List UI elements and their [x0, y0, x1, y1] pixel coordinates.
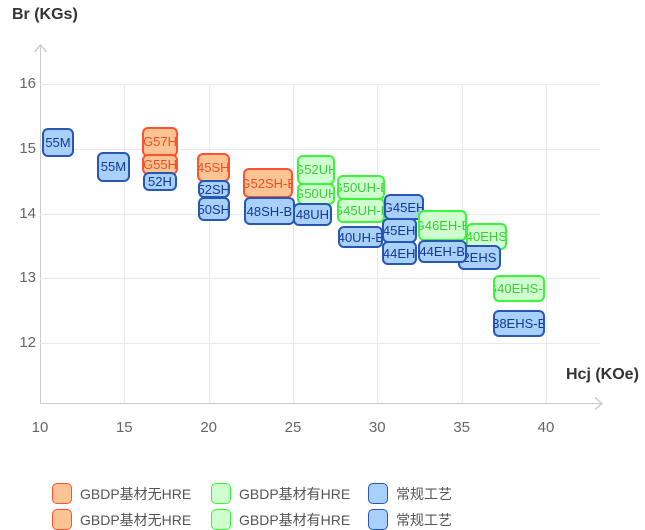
x-gridline — [293, 84, 294, 403]
legend-item-conventional[interactable]: 常规工艺 — [368, 509, 452, 530]
y-gridline — [40, 148, 600, 150]
grade-box-45sh[interactable]: 45SH — [196, 153, 230, 182]
grade-box-52h[interactable]: 52H — [143, 172, 177, 191]
grade-box-50sh[interactable]: 50SH — [197, 196, 230, 222]
grade-box-g50uh-b[interactable]: G50UH-B — [336, 174, 385, 200]
legend-swatch-icon — [368, 483, 388, 504]
x-tick-label: 40 — [537, 419, 555, 436]
x-tick-label: 10 — [31, 419, 49, 436]
grade-box-g52sh-b[interactable]: G52SH-B — [243, 168, 294, 199]
legend-item-label: GBDP基材无HRE — [80, 511, 192, 528]
y-tick-label: 12 — [19, 334, 36, 351]
grade-box-48sh-b[interactable]: 48SH-B — [243, 196, 295, 226]
grade-box-g45uh-b[interactable]: G45UH-B — [337, 198, 385, 224]
grade-box-40uh-b[interactable]: 40UH-B — [338, 225, 384, 249]
legend-swatch-icon — [368, 509, 388, 530]
legend-item-gbdp-no-hre[interactable]: GBDP基材无HRE — [52, 483, 191, 504]
y-tick-label: 13 — [19, 269, 36, 287]
legend-swatch-icon — [52, 509, 72, 530]
legend-item-label: 常规工艺 — [396, 511, 452, 528]
x-gridline — [208, 84, 210, 403]
legend-item-label: 常规工艺 — [396, 485, 452, 502]
grade-box-48uh[interactable]: 48UH — [293, 203, 332, 227]
grade-box-55m[interactable]: 55M — [96, 151, 131, 182]
legend-swatch-icon — [211, 509, 231, 530]
legend-item-label: GBDP基材有HRE — [239, 511, 351, 528]
y-tick-label: 15 — [19, 139, 36, 157]
x-gridline — [546, 84, 547, 403]
y-axis-title: Br (KGs) — [12, 6, 78, 23]
grade-box-55m[interactable]: 55M — [41, 128, 75, 157]
grade-box-52sh[interactable]: 52SH — [197, 180, 230, 199]
grade-box-g50uh[interactable]: G50UH — [296, 182, 335, 206]
axes — [33, 43, 604, 411]
legend-item-label: GBDP基材有HRE — [239, 485, 351, 502]
legend-item-gbdp-hre[interactable]: GBDP基材有HRE — [211, 483, 350, 504]
x-tick-label: 30 — [368, 419, 386, 436]
legend-item-gbdp-no-hre[interactable]: GBDP基材无HRE — [52, 509, 191, 530]
x-tick-label: 20 — [200, 419, 218, 436]
y-gridline — [40, 343, 600, 344]
x-gridline — [124, 84, 126, 403]
y-gridline — [40, 278, 600, 280]
x-axis-title: Hcj (KOe) — [566, 366, 639, 383]
grade-box-38ehs-b[interactable]: 38EHS-B — [493, 310, 545, 337]
x-tick-label: 25 — [284, 419, 302, 436]
x-tick-label: 35 — [453, 419, 471, 436]
grade-box-g52uh[interactable]: G52UH — [296, 154, 335, 186]
grade-box-44eh-b[interactable]: 44EH-B — [417, 239, 467, 264]
magnet-grade-chart: Br (KGs) Hcj (KOe) 12 13 14 15 16 10 15 20 25 30 3… — [12, 6, 639, 530]
x-tick-label: 15 — [115, 419, 133, 436]
y-axis-arrow-icon — [33, 43, 48, 53]
y-gridline — [40, 84, 600, 86]
legend-item-conventional[interactable]: 常规工艺 — [368, 483, 452, 504]
legend-swatch-icon — [211, 483, 231, 504]
grade-box-g55h[interactable]: G55H — [142, 154, 178, 175]
y-tick-label: 16 — [19, 75, 36, 93]
grade-box-g40ehs-b[interactable]: G40EHS-B — [493, 275, 545, 302]
grade-box-g57h[interactable]: G57H — [142, 126, 178, 157]
grade-box-45eh[interactable]: 45EH — [381, 218, 417, 244]
grade-box-g45eh[interactable]: G45EH — [384, 194, 425, 221]
grade-box-g46eh-b[interactable]: G46EH-B — [418, 210, 467, 241]
x-axis-arrow-icon — [594, 396, 604, 411]
legend-item-label: GBDP基材无HRE — [80, 485, 192, 502]
y-tick-label: 14 — [19, 204, 36, 222]
legend-swatch-icon — [52, 483, 72, 504]
grade-box-44eh[interactable]: 44EH — [381, 241, 417, 265]
legend-item-gbdp-hre[interactable]: GBDP基材有HRE — [211, 509, 350, 530]
